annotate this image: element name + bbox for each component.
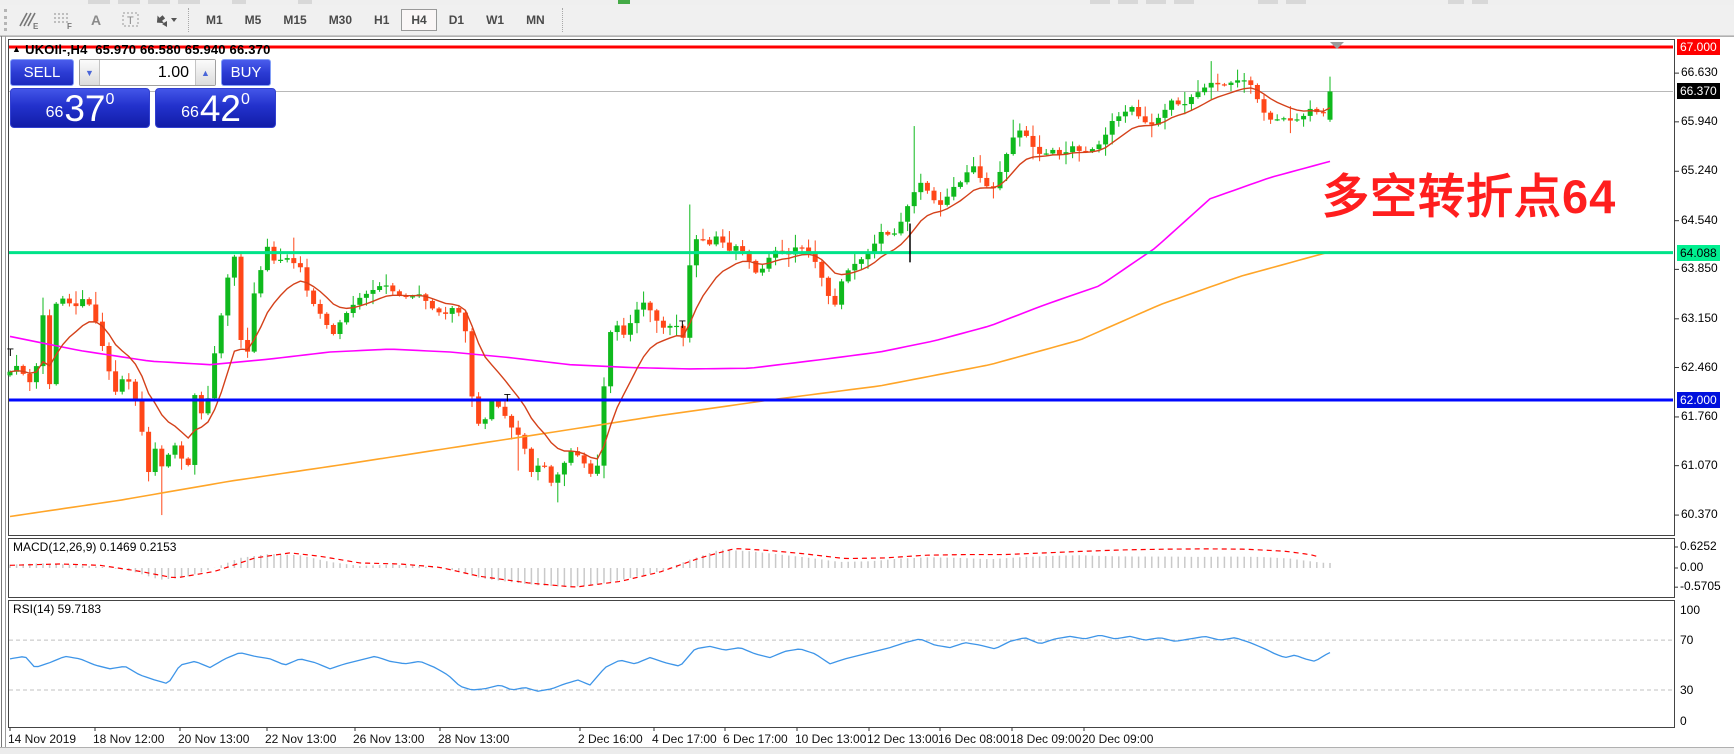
toolbar-separator (188, 8, 189, 32)
clipped-icon-fragment (1286, 0, 1306, 4)
clipped-toolbar-row (0, 0, 1734, 5)
sell-price-prefix: 66 (45, 104, 64, 121)
clipped-icon-fragment (148, 0, 170, 4)
grid-dots-icon[interactable]: F (48, 8, 78, 32)
svg-text:F: F (67, 22, 72, 30)
buy-button[interactable]: BUY (221, 59, 271, 86)
text-box-icon[interactable]: T (116, 8, 146, 32)
timeframe-button-m5[interactable]: M5 (244, 13, 262, 27)
time-axis[interactable] (8, 729, 1674, 748)
sell-price-sup: 0 (105, 91, 115, 108)
bottom-window-edge (0, 748, 1734, 754)
price-axis[interactable] (1676, 40, 1734, 728)
clipped-icon-fragment (88, 0, 110, 4)
clipped-icon-fragment (618, 0, 630, 4)
timeframe-button-m15[interactable]: M15 (283, 13, 307, 27)
svg-text:T: T (127, 15, 134, 27)
toolbar-drag-handle[interactable] (4, 9, 10, 31)
clipped-icon-fragment (178, 0, 200, 4)
timeframe-button-h4[interactable]: H4 (401, 9, 437, 31)
toolbar-separator (561, 8, 563, 32)
clipped-icon-fragment (1472, 0, 1488, 4)
volume-decrease-button[interactable]: ▼ (80, 60, 100, 85)
clipped-icon-fragment (1448, 0, 1464, 4)
trade-marker: T (504, 392, 511, 404)
volume-input[interactable] (100, 60, 195, 85)
volume-control: ▼ ▲ (79, 59, 216, 86)
volume-increase-button[interactable]: ▲ (195, 60, 215, 85)
buy-price-big: 42 (199, 88, 242, 129)
timeframe-button-m1[interactable]: M1 (206, 13, 223, 27)
clipped-icon-fragment (232, 0, 246, 4)
indicators-hatch-icon[interactable]: E (14, 8, 44, 32)
svg-text:A: A (91, 12, 101, 28)
sell-price-big: 37 (64, 88, 106, 129)
timeframe-button-mn[interactable]: MN (526, 13, 545, 27)
clipped-icon-fragment (1174, 0, 1194, 4)
buy-price-prefix: 66 (181, 104, 199, 121)
toolbar: E F A T (0, 5, 1734, 36)
trade-marker: T (7, 347, 14, 359)
timeframe-button-d1[interactable]: D1 (448, 13, 465, 27)
clipped-icon-fragment (118, 0, 140, 4)
timeframe-button-w1[interactable]: W1 (486, 13, 505, 27)
buy-price-sup: 0 (241, 91, 250, 108)
sell-price-display[interactable]: 66 37 0 (10, 88, 150, 129)
rsi-indicator-label: RSI(14) 59.7183 (13, 602, 102, 616)
clipped-icon-fragment (1090, 0, 1110, 4)
ohlc-values: 65.970 66.580 65.940 66.370 (95, 42, 271, 57)
clipped-icon-fragment (1146, 0, 1166, 4)
chart-title: ▲ UKOIl-,H4 65.970 66.580 65.940 66.370 (12, 42, 271, 57)
trade-marker: T (679, 319, 686, 331)
macd-indicator-label: MACD(12,26,9) 0.1469 0.2153 (13, 540, 177, 554)
svg-text:E: E (33, 22, 39, 30)
symbol-period: UKOIl-,H4 (25, 42, 88, 57)
chart-annotation: 多空转折点64 (1322, 170, 1617, 223)
timeframe-button-m30[interactable]: M30 (328, 13, 353, 27)
timeframe-button-h1[interactable]: H1 (374, 13, 390, 27)
timeframe-buttons: M1 M5 M15 M30 H1 H4 D1 W1 MN (195, 9, 556, 31)
sell-button[interactable]: SELL (10, 59, 74, 86)
text-label-icon[interactable]: A (82, 8, 112, 32)
clipped-icon-fragment (298, 0, 312, 4)
clipped-icon-fragment (1258, 0, 1278, 4)
one-click-trading-panel: SELL ▼ ▲ BUY 66 37 0 66 42 0 (10, 59, 276, 129)
arrange-arrows-icon[interactable] (150, 8, 180, 32)
buy-price-display[interactable]: 66 42 0 (155, 88, 276, 129)
collapse-triangle-icon[interactable]: ▲ (12, 44, 22, 54)
clipped-icon-fragment (1118, 0, 1138, 4)
